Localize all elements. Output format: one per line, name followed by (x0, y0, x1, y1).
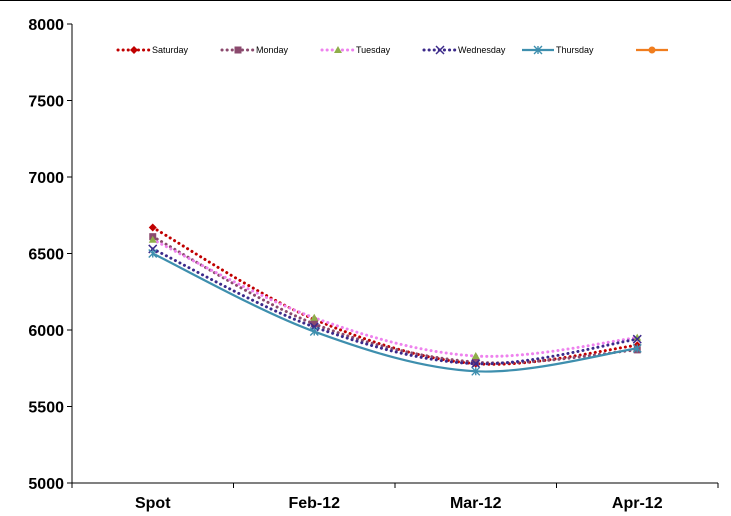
data-point (471, 352, 480, 360)
legend-marker (334, 46, 342, 53)
y-tick-label: 6000 (28, 323, 64, 340)
series-saturday (148, 223, 642, 368)
x-tick-label: Spot (135, 495, 171, 512)
data-point (471, 359, 481, 369)
legend-label: Thursday (556, 45, 594, 55)
y-tick-label: 5000 (28, 476, 64, 493)
legend-label: Wednesday (458, 45, 506, 55)
series-tuesday (148, 235, 642, 360)
series-line (152, 252, 638, 373)
legend-item: Saturday (116, 45, 189, 55)
x-tick-label: Feb-12 (288, 495, 340, 512)
legend-item: Wednesday (422, 45, 506, 55)
data-point (148, 235, 157, 243)
legend: Saturday Monday Tuesday Wednesday Thursday (116, 45, 668, 55)
legend-marker (234, 46, 242, 54)
y-tick-label: 7000 (28, 170, 64, 187)
x-tick-label: Mar-12 (450, 495, 502, 512)
legend-item: Tuesday (320, 45, 391, 55)
data-point (633, 333, 642, 341)
legend-label: Monday (256, 45, 289, 55)
data-point (148, 249, 158, 258)
data-point (632, 343, 642, 353)
series-line (151, 247, 639, 366)
data-point (148, 223, 157, 232)
y-tick-label: 6500 (28, 247, 64, 264)
legend-item (636, 46, 668, 54)
series-line (151, 238, 639, 358)
y-tick-label: 5500 (28, 400, 64, 417)
data-point (632, 334, 642, 344)
legend-label: Saturday (152, 45, 189, 55)
legend-marker (130, 46, 138, 54)
x-tick-label: Apr-12 (612, 495, 663, 512)
y-tick-label: 7500 (28, 94, 64, 111)
data-point (471, 366, 481, 376)
series-monday (149, 233, 641, 366)
legend-marker (533, 45, 543, 55)
series-layer (148, 223, 642, 376)
legend-label: Tuesday (356, 45, 391, 55)
series-line (151, 235, 639, 365)
series-thursday (148, 249, 642, 376)
legend-item: Thursday (522, 45, 594, 55)
legend-marker (435, 45, 445, 55)
axes: 5000 5500 6000 6500 7000 7500 8000 Spot Feb-12 Ma… (28, 17, 719, 512)
data-point (310, 313, 319, 321)
y-tick-label: 8000 (28, 17, 64, 34)
legend-item: Monday (220, 45, 289, 55)
legend-marker (648, 46, 656, 54)
data-point (309, 327, 319, 337)
data-point (310, 320, 318, 328)
data-point (472, 358, 480, 366)
